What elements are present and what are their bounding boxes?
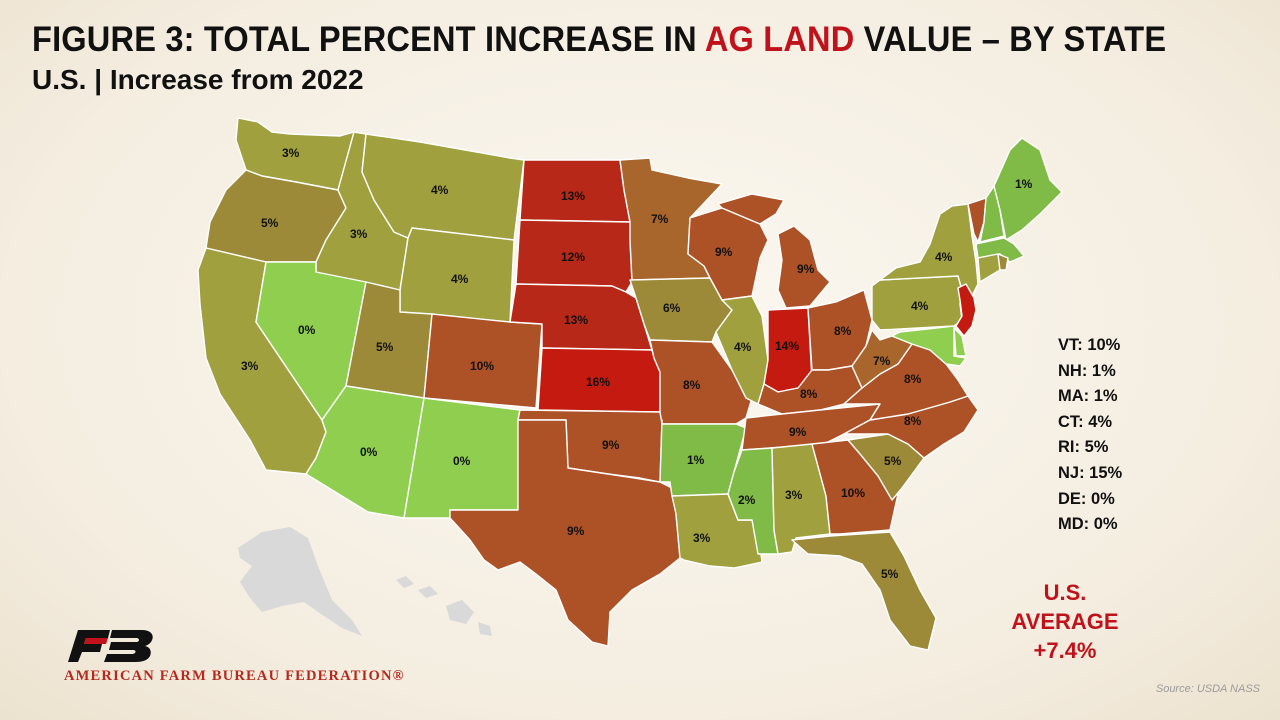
label-AZ: 0% [360,445,378,459]
small-state-label: MD: 0% [1058,515,1118,534]
label-IA: 6% [663,301,681,315]
label-MO: 8% [683,378,701,392]
label-WI: 9% [715,245,733,259]
label-NV: 0% [298,323,316,337]
label-KY: 8% [800,387,818,401]
state-NE [509,283,653,351]
small-state-label: CT: 4% [1058,412,1113,431]
label-UT: 5% [376,340,394,354]
us-average-callout: U.S. AVERAGE +7.4% [1000,578,1130,665]
state-AK [238,527,362,636]
label-MI: 9% [797,262,815,276]
label-ME: 1% [1015,177,1033,191]
page-title: FIGURE 3: TOTAL PERCENT INCREASE IN AG L… [32,20,1166,60]
title-prefix: FIGURE 3: TOTAL PERCENT INCREASE IN [32,20,705,59]
label-MN: 7% [651,212,669,226]
small-state-label: NJ: 15% [1058,463,1123,482]
page-subtitle: U.S. | Increase from 2022 [32,64,364,95]
state-VT [967,197,987,243]
state-CO [423,313,543,409]
label-AL: 3% [785,488,803,502]
small-states-list: VT: 10% NH: 1% MA: 1% CT: 4% RI: 5% NJ: … [1058,333,1178,538]
state-HI [396,576,492,636]
label-TX: 9% [567,524,585,538]
label-OR: 5% [261,216,279,230]
state-NJ [955,283,977,337]
label-OH: 8% [834,324,852,338]
source-note: Source: USDA NASS [1155,683,1260,695]
label-CA: 3% [241,359,259,373]
state-MI [717,193,831,309]
small-state-label: DE: 0% [1058,489,1115,508]
label-LA: 3% [693,531,711,545]
state-ME [993,137,1063,241]
label-VA: 8% [904,372,922,386]
label-MS: 2% [738,493,756,507]
label-MT: 4% [431,183,449,197]
label-SD: 12% [561,250,585,264]
small-state-label: NH: 1% [1058,361,1116,380]
label-IN: 14% [775,339,799,353]
state-DE [953,327,967,357]
average-line-1: U.S. [1043,580,1087,605]
label-IL: 4% [734,340,752,354]
label-ND: 13% [561,189,585,203]
state-CT [977,253,1001,283]
label-AR: 1% [687,453,705,467]
label-PA: 4% [911,299,929,313]
small-state-label: MA: 1% [1058,387,1118,406]
label-KS: 16% [586,375,610,389]
average-line-2: AVERAGE [1011,609,1119,634]
label-SC: 5% [884,454,902,468]
label-TN: 9% [789,425,807,439]
state-TX [449,419,681,647]
title-suffix: VALUE – BY STATE [854,20,1167,59]
average-line-3: +7.4% [1033,638,1097,663]
label-OK: 9% [602,438,620,452]
label-NE: 13% [564,313,588,327]
afbf-logo-icon [68,630,153,662]
label-ID: 3% [350,227,368,241]
state-RI [997,253,1009,271]
label-FL: 5% [881,567,899,581]
label-WA: 3% [282,146,300,160]
label-NM: 0% [453,454,471,468]
label-CO: 10% [470,359,494,373]
label-NC: 8% [904,414,922,428]
label-WV: 7% [873,354,891,368]
state-MD [891,325,967,367]
small-state-label: RI: 5% [1058,438,1109,457]
label-WY: 4% [451,272,469,286]
small-state-label: VT: 10% [1058,336,1121,354]
label-GA: 10% [841,486,865,500]
state-FL [791,531,937,651]
afbf-logo-text: AMERICAN FARM BUREAU FEDERATION® [64,668,405,684]
title-highlight: AG LAND [704,20,855,59]
label-NY: 4% [935,250,953,264]
